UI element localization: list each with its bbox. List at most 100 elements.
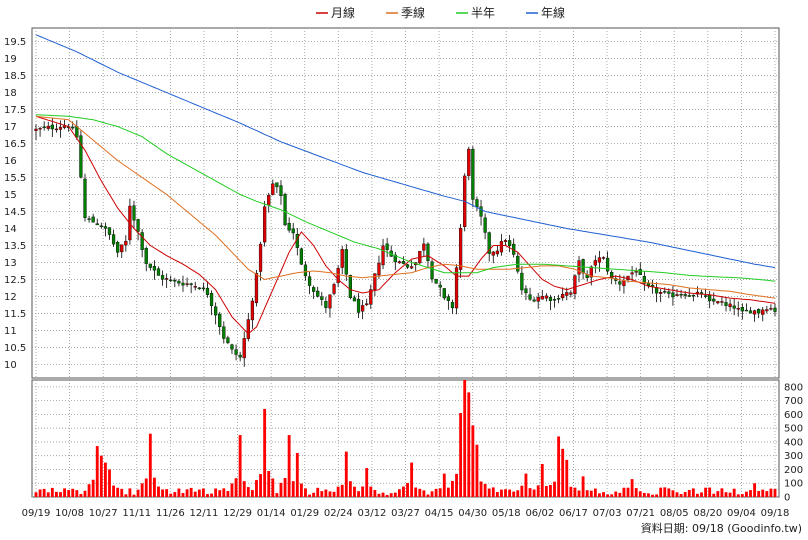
volume-bar <box>242 481 246 497</box>
volume-bar <box>250 490 254 497</box>
x-tick-label: 09/04 <box>727 508 756 519</box>
candle-up <box>254 272 259 304</box>
candle-down <box>140 232 144 250</box>
price-tick-label: 19 <box>4 54 17 65</box>
x-tick-label: 10/08 <box>55 508 84 519</box>
volume-bar <box>451 480 454 497</box>
volume-bar <box>769 488 773 497</box>
volume-bar <box>732 488 736 497</box>
price-tick-label: 12.5 <box>4 275 26 286</box>
candle-down <box>663 291 667 293</box>
candle-down <box>450 302 455 309</box>
volume-bar <box>740 494 744 497</box>
x-tick-label: 07/21 <box>626 508 655 519</box>
volume-bars <box>34 380 777 497</box>
volume-bar <box>536 485 540 497</box>
price-tick-label: 10.5 <box>4 343 26 354</box>
candle-up <box>561 294 565 299</box>
volume-bar <box>185 489 189 497</box>
volume-bar <box>683 491 687 497</box>
volume-bar <box>206 494 209 497</box>
volume-bar <box>95 446 99 497</box>
price-tick-label: 14.5 <box>4 207 26 218</box>
candle-down <box>181 282 185 286</box>
volume-bar <box>581 476 585 497</box>
volume-bar <box>397 489 401 497</box>
volume-bar <box>573 487 577 497</box>
volume-bar <box>516 490 520 497</box>
candle-up <box>467 148 471 176</box>
x-tick-label: 06/02 <box>525 508 554 519</box>
volume-bar <box>659 487 663 497</box>
candle-down <box>434 279 438 284</box>
volume-bar <box>214 488 218 497</box>
volume-bar <box>148 433 152 497</box>
candle-down <box>234 349 238 355</box>
x-tick-label: 12/29 <box>223 508 252 519</box>
volume-bar <box>132 494 136 497</box>
candle-down <box>732 305 736 309</box>
candle-down <box>524 288 528 294</box>
price-tick-label: 17 <box>4 122 17 133</box>
candle-down <box>712 298 716 302</box>
volume-bar <box>381 492 385 497</box>
candle-down <box>581 259 585 274</box>
candle-down <box>405 264 410 268</box>
volume-bar <box>54 491 58 497</box>
moving-averages <box>35 34 776 335</box>
x-tick-label: 08/20 <box>693 508 722 519</box>
volume-bar <box>712 493 716 497</box>
volume-bar <box>336 486 340 497</box>
candle-down <box>532 299 536 302</box>
candle-down <box>189 283 193 285</box>
candle-down <box>132 205 136 221</box>
volume-bar <box>389 493 393 497</box>
volume-tick-label: 700 <box>784 396 803 407</box>
volume-bar <box>744 491 748 497</box>
price-tick-label: 14 <box>4 224 17 235</box>
volume-bar <box>267 471 271 497</box>
volume-bar <box>165 489 169 497</box>
volume-tick-label: 600 <box>784 410 803 421</box>
candle-up <box>422 243 426 251</box>
candle-down <box>160 275 165 280</box>
volume-bar <box>116 487 120 497</box>
candle-down <box>348 274 353 298</box>
volume-bar <box>234 478 238 497</box>
volume-bar <box>704 487 708 497</box>
candle-up <box>336 268 340 283</box>
legend-label: 月線 <box>331 5 355 20</box>
candle-up <box>634 271 638 273</box>
volume-bar <box>136 489 140 497</box>
x-tick-label: 10/27 <box>89 508 118 519</box>
x-tick-label: 05/18 <box>492 508 521 519</box>
volume-bar <box>679 494 683 497</box>
candle-up <box>38 127 42 130</box>
candle-up <box>193 286 197 288</box>
x-tick-label: 02/24 <box>324 508 353 519</box>
x-tick-label: 09/18 <box>761 508 790 519</box>
volume-bar <box>520 485 524 497</box>
x-tick-label: 11/26 <box>156 508 185 519</box>
candle-up <box>728 303 732 308</box>
x-tick-label: 01/14 <box>257 508 286 519</box>
volume-bar <box>544 485 548 497</box>
candle-up <box>373 273 377 290</box>
candle-up <box>361 305 365 312</box>
volume-bar <box>557 436 561 497</box>
candle-down <box>757 308 761 314</box>
ma-line <box>35 115 776 335</box>
volume-bar <box>626 487 630 497</box>
x-tick-label: 04/30 <box>458 508 487 519</box>
volume-bar <box>618 492 622 497</box>
candle-down <box>299 248 304 265</box>
candle-down <box>773 307 777 312</box>
volume-bar <box>112 485 115 497</box>
volume-bar <box>459 413 463 497</box>
volume-bar <box>291 481 295 497</box>
candle-down <box>283 194 287 226</box>
volume-bar <box>377 493 381 497</box>
volume-bar <box>385 494 389 497</box>
price-tick-label: 11.5 <box>4 309 26 320</box>
